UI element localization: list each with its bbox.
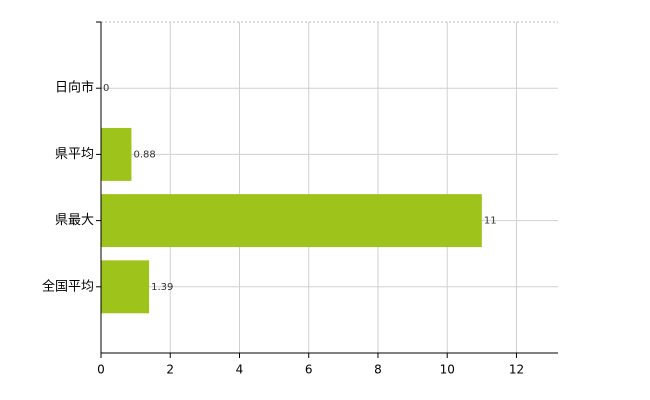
x-tick-label: 2 [166,363,174,377]
bar [101,194,482,248]
y-tick-label: 県平均 [55,147,94,162]
x-tick-label: 6 [305,363,313,377]
y-tick-label: 日向市 [55,80,94,96]
y-tick-label: 県最大 [55,213,94,228]
bar [101,127,132,181]
x-tick-label: 4 [236,363,244,377]
value-label: 0.88 [133,149,155,160]
bar [101,260,150,314]
value-label: 0 [103,83,109,94]
y-tick-label: 全国平均 [42,278,94,294]
x-tick-label: 0 [97,363,105,377]
x-tick-label: 8 [374,363,382,377]
value-label: 1.39 [151,282,173,293]
value-label: 11 [484,216,497,227]
x-tick-label: 12 [509,363,524,377]
x-tick-label: 10 [440,363,455,377]
